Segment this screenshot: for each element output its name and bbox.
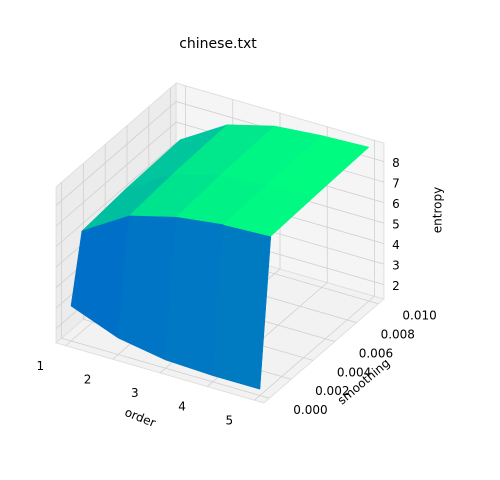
x-axis-label: order (123, 405, 158, 430)
x-tick-label: 5 (225, 413, 233, 427)
z-tick-label: 8 (392, 156, 400, 170)
z-tick-label: 3 (392, 259, 400, 273)
x-tick-label: 1 (37, 359, 45, 373)
z-axis-label: entropy (431, 187, 445, 233)
y-tick-label: 0.010 (402, 309, 436, 323)
y-axis-label: smoothing (335, 356, 393, 408)
z-tick-label: 5 (392, 218, 400, 232)
x-tick-label: 4 (178, 400, 186, 414)
y-tick-label: 0.000 (293, 403, 327, 417)
y-grid-line (61, 182, 270, 399)
y-tick-label: 0.004 (337, 365, 371, 379)
x-tick-label: 3 (131, 386, 139, 400)
x-grid-line (254, 140, 375, 401)
z-tick-label: 2 (392, 279, 400, 293)
surface-patch (223, 184, 315, 237)
chart-title: chinese.txt (179, 36, 257, 52)
plot-area: 1 2 3 4 5 0.000 0.002 0.004 0.006 0.008 0.010 2 3 4 5 6… (37, 82, 437, 427)
z-tick-label: 4 (392, 238, 400, 252)
x-tick-label: 2 (84, 372, 92, 386)
y-tick-label: 0.006 (359, 346, 393, 360)
z-tick-label: 7 (392, 177, 400, 191)
y-tick-label: 0.008 (381, 327, 415, 341)
y-tick-label: 0.002 (315, 384, 349, 398)
z-tick-label: 6 (392, 197, 400, 211)
